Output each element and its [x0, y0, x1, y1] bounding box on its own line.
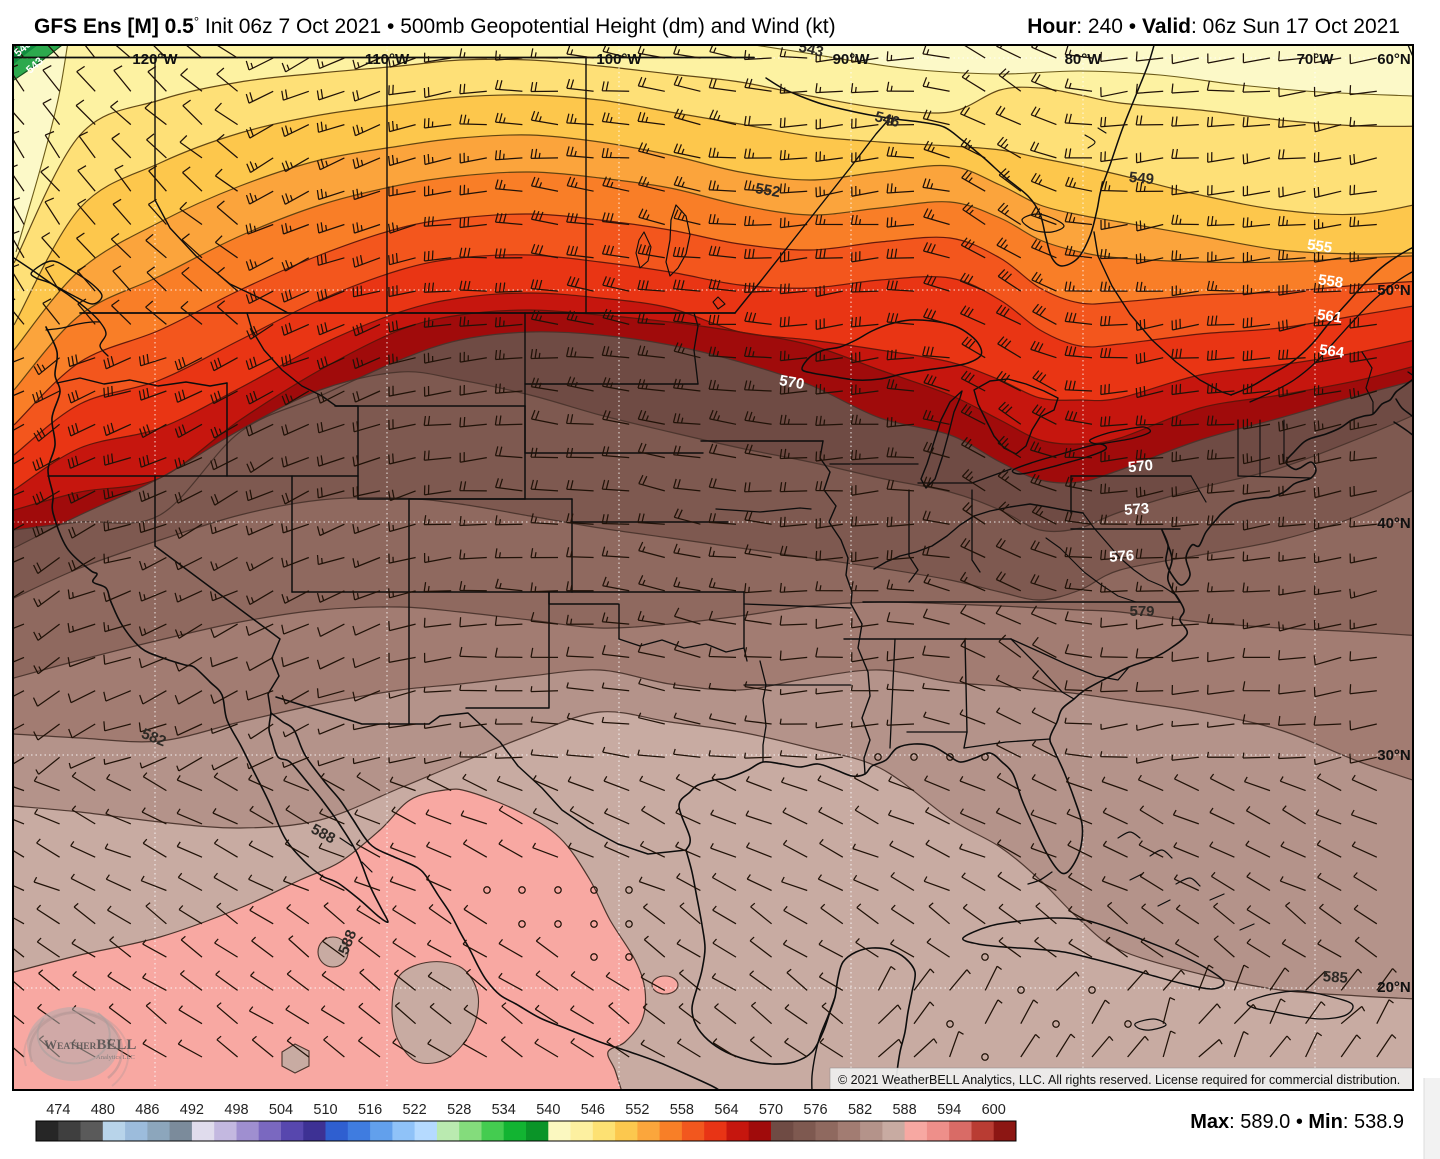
svg-text:480: 480 — [91, 1102, 115, 1118]
svg-text:40°N: 40°N — [1377, 515, 1411, 532]
svg-text:© 2021 WeatherBELL Analytics,: © 2021 WeatherBELL Analytics, LLC. All r… — [838, 1073, 1400, 1087]
svg-text:546: 546 — [581, 1102, 605, 1118]
svg-text:561: 561 — [1316, 306, 1343, 326]
svg-text:60°N: 60°N — [1377, 51, 1411, 68]
svg-text:516: 516 — [358, 1102, 382, 1118]
svg-text:90°W: 90°W — [833, 51, 871, 68]
svg-text:549: 549 — [1128, 169, 1155, 189]
svg-text:120°W: 120°W — [132, 51, 178, 68]
svg-text:30°N: 30°N — [1377, 747, 1411, 764]
svg-text:576: 576 — [1109, 547, 1135, 566]
svg-text:558: 558 — [670, 1102, 694, 1118]
svg-text:110°W: 110°W — [365, 51, 410, 68]
svg-text:510: 510 — [313, 1102, 337, 1118]
svg-text:80°W: 80°W — [1065, 51, 1103, 68]
svg-text:474: 474 — [46, 1102, 70, 1118]
svg-text:492: 492 — [180, 1102, 204, 1118]
svg-text:528: 528 — [447, 1102, 471, 1118]
svg-text:582: 582 — [848, 1102, 872, 1118]
svg-text:Hour: 240 • Valid: 06z Sun 17: Hour: 240 • Valid: 06z Sun 17 Oct 2021 — [1027, 15, 1400, 38]
svg-text:70°W: 70°W — [1297, 51, 1335, 68]
svg-text:600: 600 — [982, 1102, 1006, 1118]
svg-text:504: 504 — [269, 1102, 293, 1118]
svg-text:570: 570 — [778, 372, 806, 393]
svg-text:486: 486 — [135, 1102, 159, 1118]
svg-text:570: 570 — [1127, 457, 1154, 477]
svg-text:564: 564 — [714, 1102, 738, 1118]
svg-text:Analytics LLC: Analytics LLC — [96, 1054, 135, 1061]
svg-text:585: 585 — [1322, 968, 1348, 987]
svg-text:576: 576 — [803, 1102, 827, 1118]
svg-text:540: 540 — [536, 1102, 560, 1118]
svg-text:100°W: 100°W — [596, 51, 642, 68]
svg-text:570: 570 — [759, 1102, 783, 1118]
svg-text:Max: 589.0 • Min: 538.9: Max: 589.0 • Min: 538.9 — [1190, 1111, 1404, 1133]
svg-text:564: 564 — [1318, 341, 1346, 361]
svg-text:555: 555 — [1306, 236, 1333, 256]
svg-text:552: 552 — [754, 180, 782, 201]
svg-text:50°N: 50°N — [1377, 282, 1411, 299]
svg-text:522: 522 — [402, 1102, 426, 1118]
svg-text:552: 552 — [625, 1102, 649, 1118]
svg-text:498: 498 — [224, 1102, 248, 1118]
svg-text:573: 573 — [1124, 500, 1150, 519]
svg-text:579: 579 — [1129, 603, 1154, 620]
svg-text:558: 558 — [1317, 271, 1344, 291]
svg-text:GFS Ens [M] 0.5° Init 06z 7 Oc: GFS Ens [M] 0.5° Init 06z 7 Oct 2021 • 5… — [34, 14, 836, 38]
svg-text:546: 546 — [873, 108, 902, 131]
svg-text:20°N: 20°N — [1377, 979, 1411, 996]
svg-text:594: 594 — [937, 1102, 961, 1118]
svg-text:588: 588 — [892, 1102, 916, 1118]
svg-text:534: 534 — [492, 1102, 516, 1118]
